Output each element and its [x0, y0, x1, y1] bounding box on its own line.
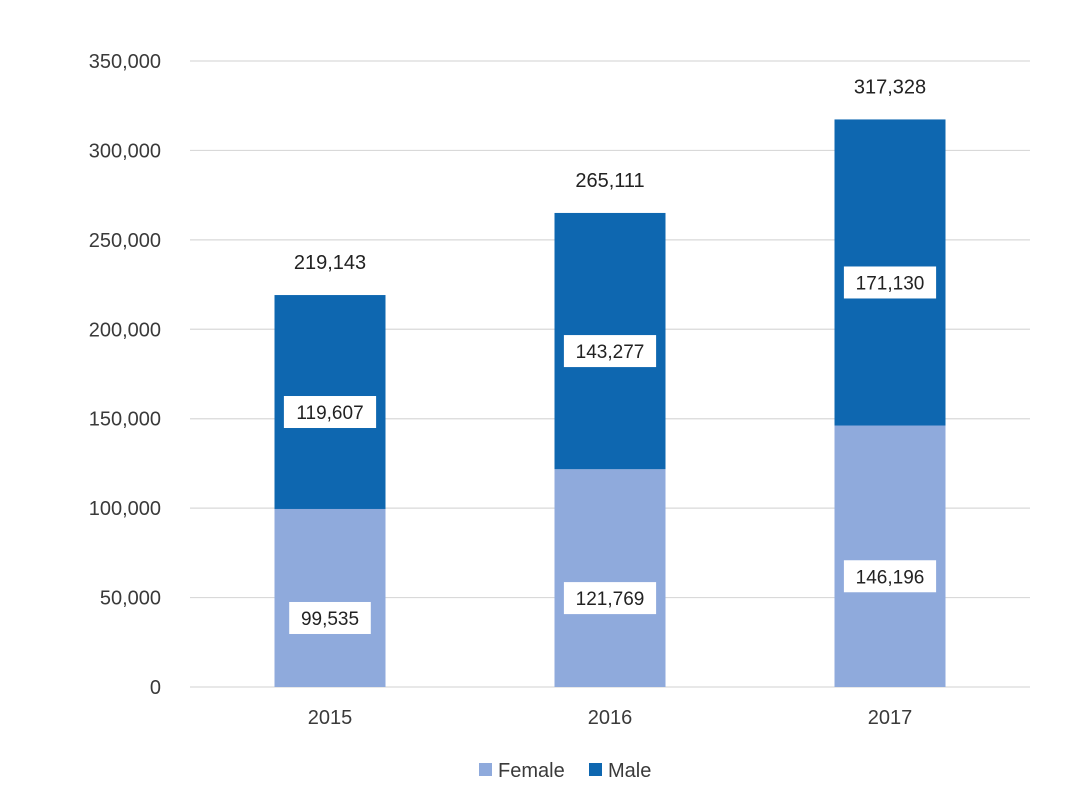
data-label-box	[843, 560, 937, 593]
x-tick-label: 2017	[868, 707, 913, 729]
data-label-male: 143,277	[576, 342, 645, 363]
data-label-box	[563, 582, 657, 615]
y-tick-label: 50,000	[100, 588, 161, 610]
y-tick-label: 250,000	[89, 230, 161, 252]
data-label-box	[843, 266, 937, 299]
legend-swatch-female	[479, 763, 492, 776]
data-label-female: 121,769	[576, 589, 645, 610]
x-tick-label: 2015	[308, 707, 353, 729]
legend: Female Male	[479, 760, 651, 782]
data-label-box	[283, 396, 377, 429]
total-label: 265,111	[575, 170, 644, 192]
y-tick-label: 200,000	[89, 319, 161, 341]
y-tick-label: 300,000	[89, 140, 161, 162]
total-label: 317,328	[854, 76, 926, 98]
total-label: 219,143	[294, 252, 366, 274]
data-label-male: 171,130	[856, 273, 925, 294]
bar-female-2016	[554, 469, 666, 687]
y-axis-ticks: 0 50,000 100,000 150,000 200,000 250,000 300,0…	[89, 51, 161, 699]
x-axis-ticks: 2015 2016 2017	[308, 707, 913, 729]
legend-swatch-male	[589, 763, 602, 776]
data-label-male: 119,607	[296, 403, 363, 424]
y-tick-label: 100,000	[89, 498, 161, 520]
data-label-female: 99,535	[301, 609, 359, 630]
x-tick-label: 2016	[588, 707, 633, 729]
y-tick-label: 0	[150, 677, 161, 699]
bars: 99,535 119,607 219,143 121,769 143,277 265,11…	[274, 76, 946, 687]
y-tick-label: 350,000	[89, 51, 161, 73]
data-label-box	[563, 335, 657, 368]
data-label-box	[289, 601, 371, 634]
legend-label-female: Female	[498, 760, 565, 782]
data-label-female: 146,196	[856, 567, 925, 588]
bar-female-2017	[834, 425, 946, 687]
y-tick-label: 150,000	[89, 409, 161, 431]
legend-label-male: Male	[608, 760, 651, 782]
bar-female-2015	[274, 508, 386, 687]
